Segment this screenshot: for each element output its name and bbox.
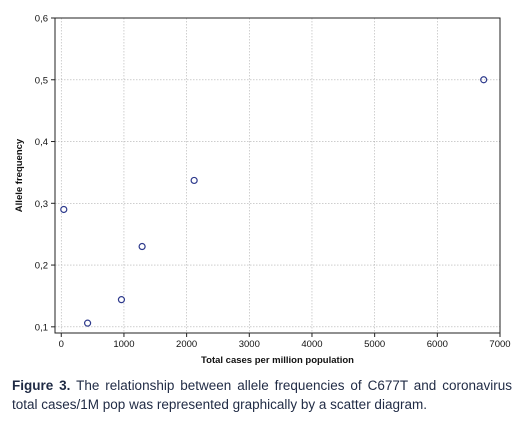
- plot-frame: [54, 17, 501, 334]
- scatter-chart: 0 1000 2000 3000 4000 5000 6000 7000 0,10,20,30…: [14, 14, 511, 367]
- x-tick-label: 3000: [239, 339, 260, 350]
- grid-lines: [55, 17, 501, 333]
- y-axis-label: Allele frequency: [14, 138, 25, 212]
- x-tick-label: 2000: [176, 339, 197, 350]
- data-point: [480, 76, 488, 84]
- x-tick-label: 7000: [489, 339, 510, 350]
- x-tick-label: 6000: [427, 339, 448, 350]
- y-tick-label: 0,1: [35, 322, 48, 333]
- y-tick-label: 0,6: [35, 14, 48, 25]
- y-axis: 0,1 0,2 0,3 0,4 0,5 0,6: [35, 14, 55, 333]
- y-tick-label: 0,3: [35, 199, 48, 210]
- y-tick-label: 0,2: [35, 261, 48, 272]
- data-point: [60, 205, 68, 214]
- x-axis: 0 1000 2000 3000 4000 5000 6000 7000: [59, 333, 511, 350]
- figure-caption-label: Figure 3.: [12, 378, 71, 393]
- y-tick-label: 0,5: [35, 75, 48, 86]
- data-point: [138, 242, 146, 251]
- figure-caption-text: The relationship between allele frequenc…: [12, 378, 512, 412]
- data-points: [60, 76, 488, 327]
- data-point: [190, 176, 198, 185]
- figure-caption: Figure 3. The relationship between allel…: [12, 376, 512, 414]
- x-tick-label: 1000: [113, 339, 134, 350]
- x-tick-label: 5000: [364, 339, 385, 350]
- x-tick-label: 0: [59, 339, 64, 350]
- x-axis-label: Total cases per million population: [201, 355, 354, 366]
- data-point: [117, 296, 126, 304]
- data-point: [83, 319, 92, 327]
- x-tick-label: 4000: [301, 339, 322, 350]
- y-tick-label: 0,4: [35, 137, 48, 148]
